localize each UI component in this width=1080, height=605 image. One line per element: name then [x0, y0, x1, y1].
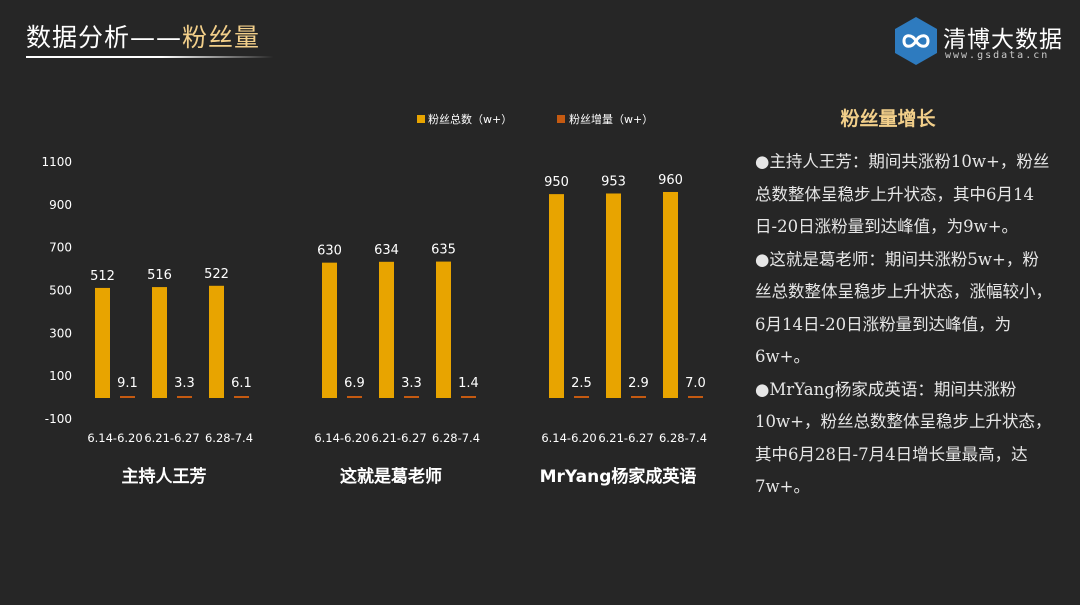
data-label-increase: 2.9: [628, 376, 649, 391]
data-label-increase: 1.4: [458, 376, 479, 391]
bar-total: [152, 287, 167, 398]
x-tick-label: 6.21-6.27: [371, 431, 426, 445]
bar-total: [95, 287, 110, 398]
side-paragraph-3: ●MrYang杨家成英语：期间共涨粉10w+，粉丝总数整体呈稳步上升状态，其中6…: [755, 379, 1052, 497]
data-label-increase: 9.1: [117, 376, 138, 391]
data-label-total: 512: [90, 269, 115, 284]
bar-total: [436, 261, 451, 398]
x-tick-label: 6.21-6.27: [598, 431, 653, 445]
data-label-total: 634: [374, 243, 399, 258]
x-tick-label: 6.14-6.20: [541, 431, 596, 445]
bar-increase: [234, 396, 249, 398]
group-label: 主持人王芳: [122, 466, 207, 487]
bar-increase: [120, 396, 135, 398]
y-tick-label: 100: [49, 369, 72, 383]
y-tick-label: 900: [49, 198, 72, 212]
group-label: 这就是葛老师: [340, 466, 442, 487]
data-label-increase: 2.5: [571, 376, 592, 391]
x-tick-label: 6.14-6.20: [314, 431, 369, 445]
y-tick-label: 700: [49, 241, 72, 255]
bar-increase: [461, 396, 476, 398]
y-tick-label: 300: [49, 326, 72, 340]
legend-label-total: 粉丝总数（w+）: [428, 112, 512, 126]
data-label-total: 960: [658, 173, 683, 188]
legend-label-increase: 粉丝增量（w+）: [569, 112, 653, 126]
bar-increase: [574, 396, 589, 398]
title-underline: [26, 56, 274, 58]
x-tick-label: 6.21-6.27: [144, 431, 199, 445]
bar-increase: [347, 396, 362, 398]
data-label-total: 950: [544, 175, 569, 190]
data-label-total: 635: [431, 243, 456, 258]
y-tick-label: -100: [45, 412, 72, 426]
infinity-hexagon-icon: [895, 17, 937, 65]
bar-total: [322, 262, 337, 398]
data-label-increase: 6.9: [344, 376, 365, 391]
data-label-increase: 3.3: [174, 376, 195, 391]
legend-swatch-total: [417, 115, 425, 123]
data-label-increase: 7.0: [685, 376, 706, 391]
y-tick-label: 1100: [41, 155, 72, 169]
brand-name: 清博大数据: [943, 27, 1063, 53]
bar-total: [663, 191, 678, 398]
brand-url: www.gsdata.cn: [945, 50, 1050, 61]
bar-total: [209, 285, 224, 398]
side-paragraph-2: ●这就是葛老师：期间共涨粉5w+，粉丝总数整体呈稳步上升状态，涨幅较小，6月14…: [755, 249, 1052, 367]
data-label-total: 953: [601, 174, 626, 189]
bar-total: [379, 261, 394, 398]
x-tick-label: 6.28-7.4: [205, 431, 253, 445]
page-title-highlight: 粉丝量: [182, 23, 261, 52]
data-label-increase: 6.1: [231, 376, 252, 391]
x-tick-label: 6.28-7.4: [659, 431, 707, 445]
bar-increase: [631, 396, 646, 398]
bar-total: [606, 193, 621, 398]
bar-increase: [688, 396, 703, 398]
data-label-total: 522: [204, 267, 229, 282]
side-description: ●主持人王芳：期间共涨粉10w+，粉丝总数整体呈稳步上升状态，其中6月14日-2…: [755, 146, 1055, 504]
brand-logo: 清博大数据 www.gsdata.cn: [893, 16, 1068, 66]
bar-increase: [404, 396, 419, 398]
bar-total: [549, 194, 564, 398]
y-tick-label: 500: [49, 284, 72, 298]
data-label-total: 630: [317, 244, 342, 259]
page-title: 数据分析——粉丝量: [26, 18, 260, 54]
page-title-prefix: 数据分析——: [26, 23, 183, 52]
side-title: 粉丝量增长: [840, 108, 936, 130]
fans-bar-chart: 1100 900 700 500 300 100 -100 粉丝总数（w+） 粉丝增量（w+） 5…: [41, 112, 707, 487]
bar-increase: [177, 396, 192, 398]
group-label: MrYang杨家成英语: [540, 466, 697, 487]
x-tick-label: 6.28-7.4: [432, 431, 480, 445]
side-paragraph-1: ●主持人王芳：期间共涨粉10w+，粉丝总数整体呈稳步上升状态，其中6月14日-2…: [755, 152, 1050, 236]
data-label-increase: 3.3: [401, 376, 422, 391]
data-label-total: 516: [147, 268, 172, 283]
x-tick-label: 6.14-6.20: [87, 431, 142, 445]
legend-swatch-increase: [557, 115, 565, 123]
